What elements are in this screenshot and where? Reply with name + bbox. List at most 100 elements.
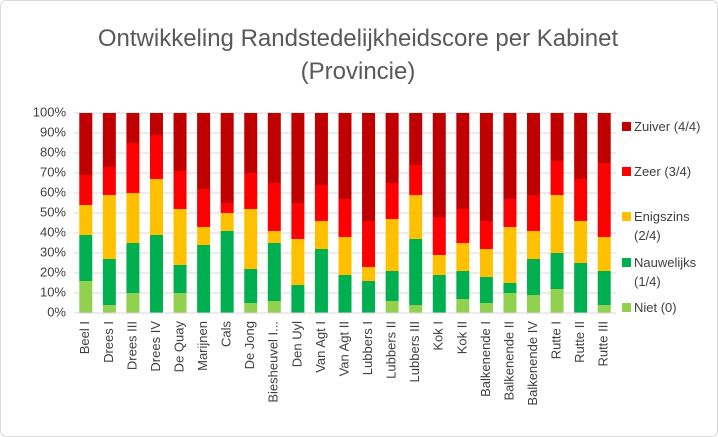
bar-segment — [597, 237, 611, 271]
bar-segment — [527, 195, 541, 231]
bar-segment — [432, 113, 446, 217]
bar-segment — [550, 161, 564, 195]
bar-segment — [362, 113, 376, 221]
bar-segment — [126, 193, 140, 243]
bar-segment — [385, 271, 399, 301]
bar-segment — [244, 173, 258, 209]
bar-segment — [79, 113, 93, 175]
x-tick-label: De Quay — [171, 321, 186, 373]
y-tick-label: 80% — [40, 144, 66, 159]
bar-segment — [432, 217, 446, 255]
bar-segment — [409, 165, 423, 195]
bar-segment — [362, 281, 376, 313]
bar-segment — [432, 275, 446, 313]
bar-segment — [385, 301, 399, 313]
y-tick-label: 50% — [40, 204, 66, 219]
bar-segment — [409, 239, 423, 305]
bar-segment — [102, 113, 116, 167]
bar-segment — [574, 179, 588, 221]
legend-swatch — [622, 122, 631, 131]
bar-segment — [385, 113, 399, 183]
legend-swatch — [622, 303, 631, 312]
legend-label: Zeer (3/4) — [634, 164, 692, 179]
x-tick-label: Lubbers II — [384, 321, 399, 379]
y-tick-label: 70% — [40, 164, 66, 179]
bar-segment — [220, 113, 234, 203]
bar-segment — [362, 221, 376, 267]
bar-segment — [102, 167, 116, 195]
bar-segment — [173, 209, 187, 265]
bar-segment — [126, 113, 140, 143]
bar-segment — [574, 221, 588, 263]
x-tick-label: Balkenende IV — [525, 321, 540, 406]
y-tick-label: 100% — [33, 104, 67, 119]
bar-segment — [79, 205, 93, 235]
bar-segment — [597, 305, 611, 313]
bar-segment — [244, 269, 258, 303]
bar-segment — [149, 235, 163, 313]
bar-segment — [574, 113, 588, 179]
chart-title: Ontwikkeling Randstedelijkheidscore per … — [97, 25, 619, 85]
bar-segment — [197, 227, 211, 245]
bar-segment — [338, 199, 352, 237]
bar-segment — [291, 285, 305, 313]
bar-segment — [503, 283, 517, 293]
bar-segment — [102, 195, 116, 259]
bar-segment — [126, 143, 140, 193]
bar-segment — [244, 303, 258, 313]
bar-segment — [291, 113, 305, 203]
bar-segment — [550, 113, 564, 161]
bar-segment — [479, 221, 493, 249]
bar-segment — [79, 281, 93, 313]
bar-segment — [456, 271, 470, 299]
bar-segment — [550, 289, 564, 313]
bar-segment — [197, 245, 211, 313]
x-tick-label: Cals — [219, 321, 234, 348]
bar-segment — [479, 249, 493, 277]
x-tick-label: Drees III — [124, 321, 139, 370]
bar-segment — [385, 219, 399, 271]
bar-segment — [479, 113, 493, 221]
legend-swatch — [622, 212, 631, 221]
bar-segment — [197, 189, 211, 227]
bar-segment — [527, 231, 541, 259]
bar-segment — [503, 293, 517, 313]
bar-segment — [314, 249, 328, 313]
bar-segment — [338, 113, 352, 199]
bar-segment — [220, 213, 234, 231]
bar-segment — [503, 227, 517, 283]
bar-segment — [597, 271, 611, 305]
bar-segment — [409, 113, 423, 165]
legend-label: Zuiver (4/4) — [634, 119, 701, 134]
y-tick-label: 60% — [40, 184, 66, 199]
bar-segment — [338, 275, 352, 313]
bar-segment — [267, 243, 281, 301]
legend-label: Niet (0) — [634, 300, 677, 315]
y-tick-label: 90% — [40, 124, 66, 139]
bar-segment — [527, 295, 541, 313]
bar-segment — [503, 199, 517, 227]
bar-segment — [79, 235, 93, 281]
bar-segment — [220, 203, 234, 213]
bar-segment — [149, 179, 163, 235]
bar-segment — [291, 203, 305, 239]
legend-swatch — [622, 258, 631, 267]
bar-segment — [267, 113, 281, 183]
bar-segment — [456, 209, 470, 243]
legend-label: Enigszins (2/4) — [634, 209, 690, 243]
x-tick-label: Rutte III — [596, 321, 611, 367]
y-tick-label: 30% — [40, 244, 66, 259]
legend-swatch — [622, 167, 631, 176]
bar-segment — [244, 113, 258, 173]
bar-segment — [432, 255, 446, 275]
x-tick-label: Den Uyl — [289, 321, 304, 367]
bar-segment — [550, 195, 564, 253]
bar-segment — [149, 113, 163, 135]
bar-segment — [338, 237, 352, 275]
y-tick-label: 10% — [40, 284, 66, 299]
bar-segment — [574, 263, 588, 313]
x-tick-label: Beel I — [77, 321, 92, 354]
bar-segment — [149, 135, 163, 179]
